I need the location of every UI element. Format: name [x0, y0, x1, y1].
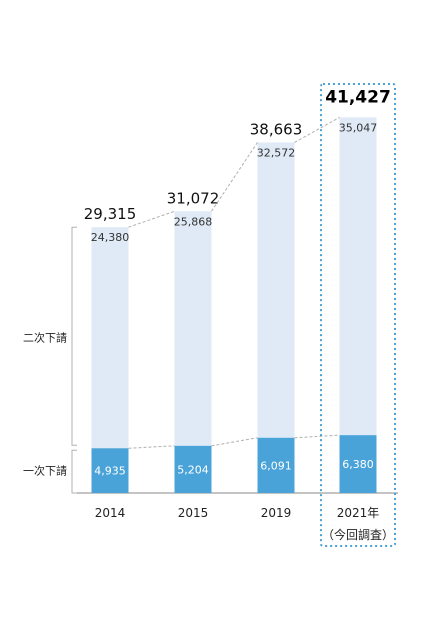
- bar-lower-2021年: [339, 435, 377, 493]
- label-upper-2019: 32,572: [257, 146, 296, 159]
- label-lower-2019: 6,091: [260, 459, 292, 472]
- bar-lower-2015: [174, 445, 212, 493]
- x-tick-2014: 2014: [95, 506, 126, 520]
- label-lower-2021年: 6,380: [342, 458, 374, 471]
- connector-lower-0: [128, 445, 175, 449]
- label-upper-2015: 25,868: [174, 215, 213, 228]
- bar-upper-2014: [91, 227, 129, 449]
- connector-lower-2: [294, 434, 340, 439]
- brace-lower: [71, 449, 77, 494]
- total-label-2015: 31,072: [167, 189, 220, 207]
- connector-total-0: [128, 210, 175, 228]
- total-label-2019: 38,663: [250, 120, 303, 138]
- bar-lower-2019: [257, 437, 295, 493]
- total-label-2014: 29,315: [84, 205, 137, 223]
- x-tick-2021年: 2021年: [337, 506, 380, 520]
- connector-lower-1: [211, 437, 258, 447]
- total-label-2021年: 41,427: [325, 87, 391, 107]
- label-lower-2015: 5,204: [177, 463, 209, 476]
- highlight-box: [320, 83, 396, 547]
- legend-lower-series: 一次下請: [23, 464, 67, 478]
- label-lower-2014: 4,935: [94, 465, 126, 478]
- x-tick-2019: 2019: [261, 506, 292, 520]
- bar-upper-2021年: [339, 117, 377, 436]
- label-upper-2014: 24,380: [91, 231, 130, 244]
- bar-upper-2015: [174, 211, 212, 446]
- connector-total-1: [211, 142, 258, 212]
- brace-upper: [71, 226, 77, 446]
- label-upper-2021年: 35,047: [339, 121, 378, 134]
- x-tick-2015: 2015: [178, 506, 209, 520]
- legend-upper-series: 二次下請: [23, 331, 67, 345]
- connector-total-2: [294, 116, 340, 143]
- x-tick-sublabel: （今回調査）: [322, 527, 394, 542]
- bar-upper-2019: [257, 142, 295, 438]
- bar-lower-2014: [91, 448, 129, 493]
